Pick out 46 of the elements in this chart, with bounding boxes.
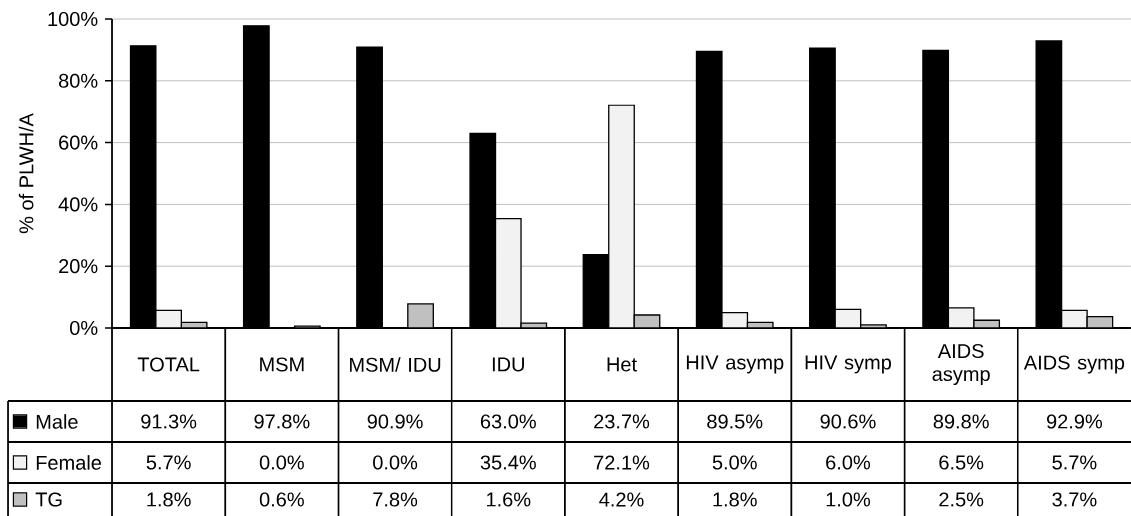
data-label: 1.8%: [147, 492, 191, 507]
legend-label: Male: [36, 414, 78, 429]
x-tick-label: Het: [607, 357, 637, 372]
data-label: 5.7%: [146, 455, 191, 470]
data-label: 0.0%: [259, 455, 304, 470]
data-label: 23.7%: [594, 414, 650, 429]
data-label: 92.9%: [1046, 414, 1103, 429]
x-tick-label: TOTAL: [137, 357, 200, 372]
y-tick-label: 40%: [58, 197, 98, 212]
y-tick-label: 20%: [59, 259, 98, 274]
data-label: 6.0%: [826, 455, 871, 470]
data-label: 90.9%: [367, 414, 423, 429]
data-label: 5.0%: [712, 455, 757, 470]
x-tick-label: HIV asymp: [686, 355, 784, 374]
x-tick-label: MSM: [260, 357, 304, 372]
data-label: 72.1%: [594, 455, 650, 470]
data-label: 1.6%: [487, 492, 531, 507]
data-label: 1.0%: [826, 492, 871, 507]
y-tick-label: 60%: [59, 135, 98, 150]
data-label: 3.7%: [1052, 492, 1097, 507]
x-tick-label: AIDS asymp: [932, 343, 990, 386]
data-label: 4.2%: [599, 492, 644, 507]
x-tick-label: MSM/ IDU: [350, 357, 441, 372]
x-tick-label: IDU: [492, 357, 524, 372]
data-label: 97.8%: [254, 414, 310, 429]
legend-label: Female: [36, 455, 101, 470]
data-label: 89.8%: [933, 414, 989, 429]
y-tick-label: 0%: [70, 320, 98, 336]
data-label: 6.5%: [939, 455, 984, 470]
data-label: 91.3%: [141, 414, 197, 429]
y-tick-label: 80%: [58, 73, 98, 88]
data-label: 2.5%: [939, 492, 984, 507]
data-label: 35.4%: [480, 455, 536, 470]
data-label: 90.6%: [820, 414, 876, 429]
data-label: 5.7%: [1052, 455, 1097, 470]
data-label: 1.8%: [713, 492, 757, 507]
legend-label: TG: [35, 492, 62, 507]
data-label: 0.6%: [259, 492, 304, 507]
x-tick-label: AIDS symp: [1023, 355, 1125, 374]
data-label: 0.0%: [373, 455, 418, 470]
y-tick-label: 100%: [48, 11, 98, 27]
data-label: 63.0%: [480, 414, 536, 429]
data-label: 7.8%: [373, 492, 418, 507]
data-label: 89.5%: [707, 414, 763, 429]
x-tick-label: HIV symp: [805, 355, 891, 374]
y-axis-title: % of PLWH/A: [18, 113, 34, 234]
